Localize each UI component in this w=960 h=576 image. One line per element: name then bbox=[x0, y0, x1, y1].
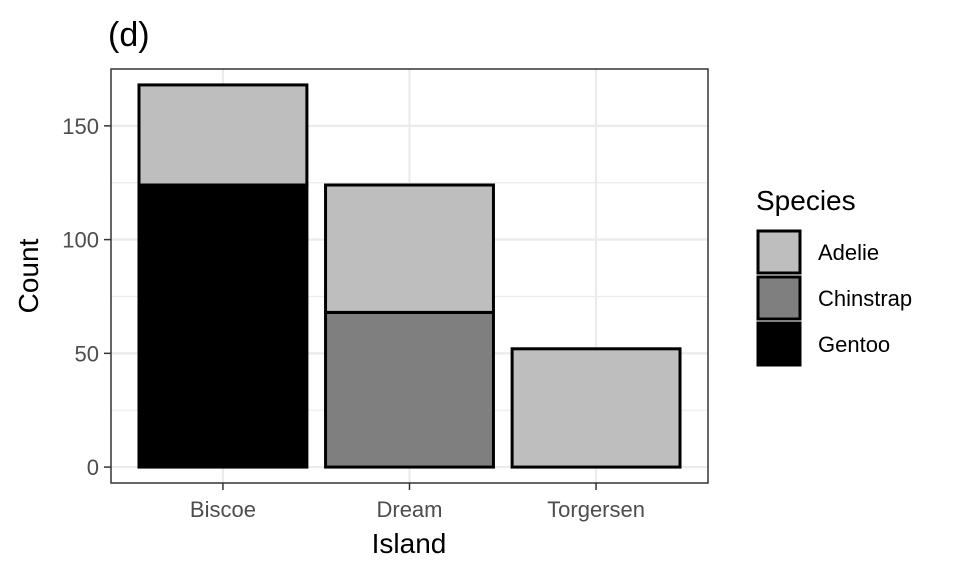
bars bbox=[137, 83, 682, 469]
legend-key-chinstrap bbox=[756, 275, 802, 321]
legend: Species Adelie Chinstrap Gentoo bbox=[756, 185, 912, 367]
legend-label: Adelie bbox=[818, 240, 879, 265]
legend-label: Chinstrap bbox=[818, 286, 912, 311]
bar-torgersen-adelie bbox=[510, 347, 682, 469]
x-tick-label: Torgersen bbox=[547, 497, 645, 522]
y-axis: 0 50 100 150 bbox=[62, 114, 111, 480]
legend-key-gentoo bbox=[756, 321, 802, 367]
bar-dream-chinstrap bbox=[324, 310, 495, 469]
legend-label: Gentoo bbox=[818, 332, 890, 357]
y-tick-label: 0 bbox=[87, 455, 99, 480]
chart-title: (d) bbox=[108, 16, 150, 54]
legend-key-adelie bbox=[756, 229, 802, 275]
legend-title: Species bbox=[756, 185, 856, 216]
y-tick-label: 100 bbox=[62, 228, 99, 253]
y-axis-title: Count bbox=[13, 238, 44, 313]
x-tick-label: Biscoe bbox=[190, 497, 256, 522]
bar-biscoe-adelie bbox=[137, 83, 309, 187]
bar-dream-adelie bbox=[324, 183, 495, 314]
x-tick-label: Dream bbox=[376, 497, 442, 522]
x-axis-title: Island bbox=[372, 528, 447, 559]
bar-biscoe-gentoo bbox=[137, 183, 309, 469]
y-tick-label: 150 bbox=[62, 114, 99, 139]
y-tick-label: 50 bbox=[75, 341, 99, 366]
x-axis: Biscoe Dream Torgersen bbox=[190, 483, 645, 522]
